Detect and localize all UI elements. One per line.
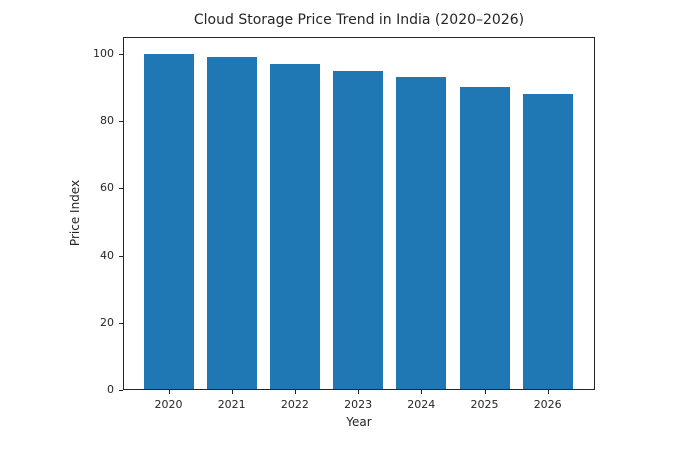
x-tick-mark xyxy=(484,390,486,394)
plot-area xyxy=(123,37,595,390)
y-tick-mark xyxy=(119,121,123,123)
bar-2021 xyxy=(206,57,257,389)
bar-2026 xyxy=(522,94,573,389)
y-tick-label: 20 xyxy=(100,315,114,329)
x-axis-label: Year xyxy=(346,415,372,429)
x-tick-label: 2020 xyxy=(154,398,183,411)
x-tick-label: 2026 xyxy=(533,398,562,411)
x-tick-label: 2021 xyxy=(217,398,246,411)
y-tick-mark xyxy=(119,322,123,324)
x-tick-label: 2024 xyxy=(407,398,436,411)
chart-title: Cloud Storage Price Trend in India (2020… xyxy=(193,12,525,28)
x-tick-mark xyxy=(358,390,360,394)
y-tick-mark xyxy=(119,188,123,190)
y-tick-label: 0 xyxy=(107,383,114,396)
bar-2022 xyxy=(269,63,320,389)
x-tick-mark xyxy=(168,390,170,394)
x-tick-label: 2025 xyxy=(470,398,499,411)
y-axis-label: Price Index xyxy=(68,179,82,247)
bar-2024 xyxy=(396,77,447,389)
y-tick-label: 80 xyxy=(100,114,114,128)
bar-2025 xyxy=(459,87,510,389)
x-tick-label: 2022 xyxy=(280,398,309,411)
y-tick-label: 100 xyxy=(93,46,114,60)
x-tick-label: 2023 xyxy=(344,398,373,411)
y-tick-mark xyxy=(119,390,123,391)
y-tick-label: 40 xyxy=(100,248,114,262)
y-tick-mark xyxy=(119,53,123,55)
y-tick-mark xyxy=(119,255,123,257)
bar-2023 xyxy=(333,70,384,389)
x-tick-mark xyxy=(231,390,233,394)
x-tick-mark xyxy=(547,390,549,394)
x-tick-mark xyxy=(294,390,296,394)
bar-2020 xyxy=(143,53,194,389)
x-tick-mark xyxy=(421,390,423,394)
y-tick-label: 60 xyxy=(100,181,114,195)
